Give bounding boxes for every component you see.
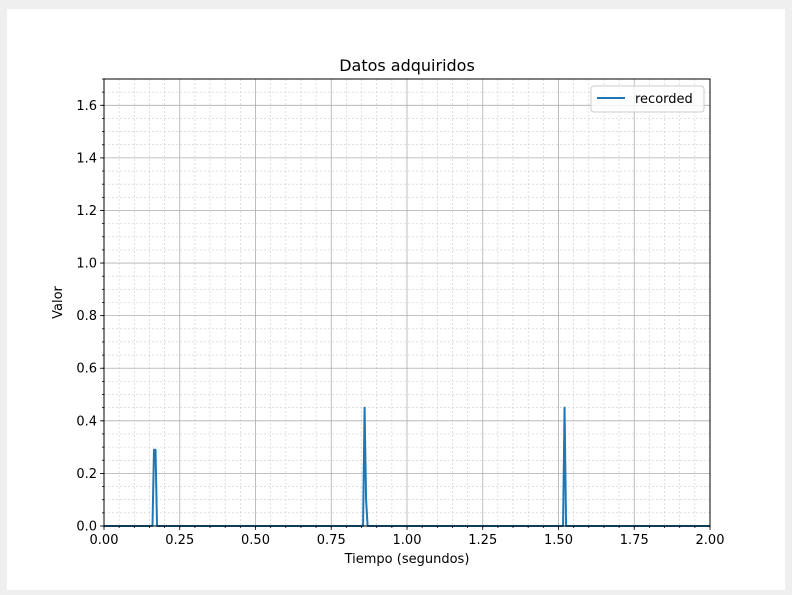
series-layer <box>104 406 710 527</box>
series-line-recorded <box>104 406 710 527</box>
x-tick-label: 2.00 <box>696 533 725 548</box>
axis-ticks: 0.00 0.25 0.50 0.75 1.00 1.25 1.50 1.75 2.00 0.0 0… <box>76 78 725 548</box>
y-tick-label: 0.4 <box>76 414 97 429</box>
y-tick-label: 1.0 <box>76 257 97 272</box>
x-tick-label: 1.75 <box>620 533 649 548</box>
x-tick-label: 0.25 <box>165 533 194 548</box>
x-tick-label: 1.00 <box>393 533 422 548</box>
y-tick-label: 0.2 <box>76 467 97 482</box>
y-tick-label: 0.6 <box>76 362 97 377</box>
x-tick-label: 0.75 <box>317 533 346 548</box>
y-tick-label: 1.6 <box>76 99 97 114</box>
legend-box <box>590 85 705 113</box>
x-tick-label: 0.00 <box>90 533 119 548</box>
x-tick-label: 1.25 <box>468 533 497 548</box>
legend-label: recorded <box>635 92 693 107</box>
figure-window: 0.00 0.25 0.50 0.75 1.00 1.25 1.50 1.75 2.00 0.0 0… <box>7 9 785 590</box>
y-axis-label: Valor <box>51 285 66 318</box>
y-tick-label: 0.0 <box>76 520 97 535</box>
chart-title: Datos adquiridos <box>339 56 475 75</box>
y-tick-label: 1.2 <box>76 204 97 219</box>
major-grid <box>103 79 711 527</box>
x-axis-label: Tiempo (segundos) <box>344 552 470 567</box>
y-tick-label: 1.4 <box>76 151 97 166</box>
legend: recorded <box>590 85 705 113</box>
x-tick-label: 1.50 <box>544 533 573 548</box>
x-tick-label: 0.50 <box>241 533 270 548</box>
line-chart: 0.00 0.25 0.50 0.75 1.00 1.25 1.50 1.75 2.00 0.0 0… <box>51 56 725 567</box>
y-tick-label: 0.8 <box>76 309 97 324</box>
